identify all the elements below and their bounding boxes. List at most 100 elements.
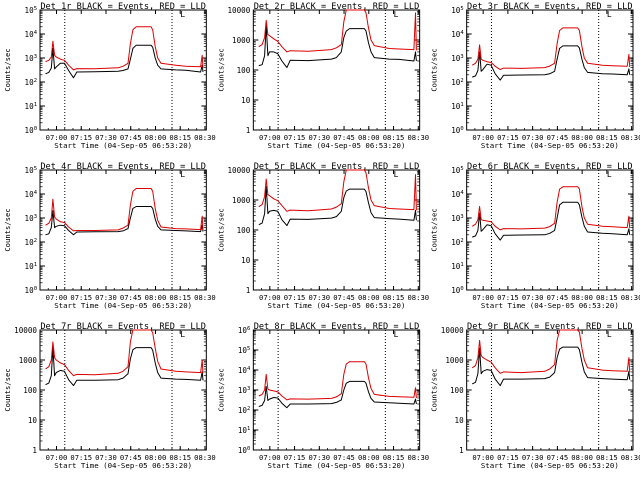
series-line-events: [472, 201, 631, 241]
x-tick-label: 08:30: [407, 133, 429, 142]
l-marker-label: L: [607, 330, 612, 339]
x-tick-label: 07:00: [46, 133, 68, 142]
series-line-events: [45, 347, 204, 387]
y-tick-label: 100: [238, 446, 250, 455]
x-tick-label: 07:15: [70, 133, 92, 142]
x-tick-label: 07:00: [472, 133, 494, 142]
y-tick-label: 104: [238, 366, 251, 375]
y-tick-label: 103: [25, 214, 37, 223]
y-tick-label: 1: [246, 286, 251, 295]
x-tick-label: 08:30: [194, 293, 216, 302]
y-tick-label: 1000: [232, 36, 251, 45]
x-tick-label: 07:30: [95, 293, 117, 302]
y-axis-label: Counts/sec: [430, 48, 439, 91]
y-axis-label: Counts/sec: [3, 48, 12, 91]
y-tick-label: 1: [32, 446, 37, 455]
x-tick-label: 08:00: [571, 133, 593, 142]
x-axis-label: Start Time (04-Sep-05 06:53:20): [481, 141, 619, 150]
x-tick-label: 08:00: [571, 293, 593, 302]
x-tick-label: 08:15: [169, 133, 191, 142]
x-tick-label: 07:30: [308, 133, 330, 142]
x-tick-label: 08:30: [194, 453, 216, 462]
x-tick-label: 08:30: [407, 453, 429, 462]
series-line-lld: [471, 329, 631, 374]
x-tick-label: 07:15: [497, 133, 519, 142]
x-tick-label: 07:45: [333, 453, 355, 462]
x-tick-label: 08:15: [383, 293, 405, 302]
series-line-events: [472, 45, 631, 81]
x-tick-label: 07:45: [120, 293, 142, 302]
y-tick-label: 1: [246, 126, 251, 135]
x-tick-label: 07:15: [497, 453, 519, 462]
x-tick-label: 08:00: [145, 133, 167, 142]
x-tick-label: 08:30: [621, 133, 640, 142]
x-tick-label: 07:15: [284, 293, 306, 302]
series-line-events: [258, 186, 417, 227]
x-tick-label: 08:15: [383, 453, 405, 462]
y-tick-label: 1000: [19, 356, 38, 365]
y-axis-label: Counts/sec: [3, 208, 12, 251]
y-tick-label: 102: [451, 238, 463, 247]
x-tick-label: 08:00: [145, 453, 167, 462]
y-tick-label: 10: [455, 416, 465, 425]
series-line-lld: [258, 9, 417, 53]
x-tick-label: 07:00: [259, 133, 281, 142]
series-line-events: [45, 206, 204, 236]
chart-title: Det 8r BLACK = Events, RED = LLD: [254, 322, 420, 332]
x-tick-label: 08:15: [596, 133, 618, 142]
series-line-lld: [258, 361, 417, 401]
x-tick-label: 07:00: [259, 453, 281, 462]
y-tick-label: 102: [25, 78, 37, 87]
x-tick-label: 08:00: [571, 453, 593, 462]
y-tick-label: 102: [25, 238, 37, 247]
x-tick-label: 08:00: [358, 293, 380, 302]
plot-frame: [39, 9, 207, 131]
x-tick-label: 07:30: [95, 133, 117, 142]
x-axis-label: Start Time (04-Sep-05 06:53:20): [481, 301, 619, 310]
y-tick-label: 10000: [227, 6, 250, 15]
l-marker-label: L: [394, 170, 399, 179]
l-marker-label: L: [607, 170, 612, 179]
y-tick-label: 106: [238, 326, 250, 335]
x-tick-label: 08:30: [621, 453, 640, 462]
y-tick-label: 100: [450, 386, 464, 395]
x-tick-label: 08:00: [358, 133, 380, 142]
l-marker-label: L: [180, 10, 185, 19]
x-tick-label: 08:00: [358, 453, 380, 462]
series-line-lld: [45, 26, 204, 71]
series-line-lld: [258, 169, 417, 212]
chart-title: Det 2r BLACK = Events, RED = LLD: [254, 2, 420, 12]
x-tick-label: 08:30: [194, 133, 216, 142]
y-tick-label: 105: [238, 346, 250, 355]
l-marker-label: L: [394, 10, 399, 19]
y-tick-label: 103: [451, 214, 463, 223]
y-tick-label: 100: [23, 386, 37, 395]
y-tick-label: 10000: [14, 326, 37, 335]
chart-title: Det 7r BLACK = Events, RED = LLD: [40, 322, 206, 332]
y-tick-label: 101: [238, 426, 250, 435]
y-tick-label: 10: [241, 256, 251, 265]
y-tick-label: 1: [459, 446, 464, 455]
x-tick-label: 08:30: [407, 293, 429, 302]
x-tick-label: 07:30: [308, 453, 330, 462]
y-tick-label: 105: [25, 6, 37, 15]
series-line-events: [258, 380, 417, 409]
x-tick-label: 07:15: [70, 453, 92, 462]
x-tick-label: 07:30: [95, 453, 117, 462]
y-tick-label: 103: [25, 54, 37, 63]
y-axis-label: Counts/sec: [216, 368, 225, 411]
x-tick-label: 07:00: [259, 293, 281, 302]
x-tick-label: 07:15: [284, 133, 306, 142]
y-tick-label: 105: [25, 166, 37, 175]
y-tick-label: 102: [238, 406, 250, 415]
y-tick-label: 101: [451, 262, 463, 271]
x-tick-label: 07:30: [522, 293, 544, 302]
x-tick-label: 07:15: [284, 453, 306, 462]
series-line-events: [45, 44, 204, 79]
